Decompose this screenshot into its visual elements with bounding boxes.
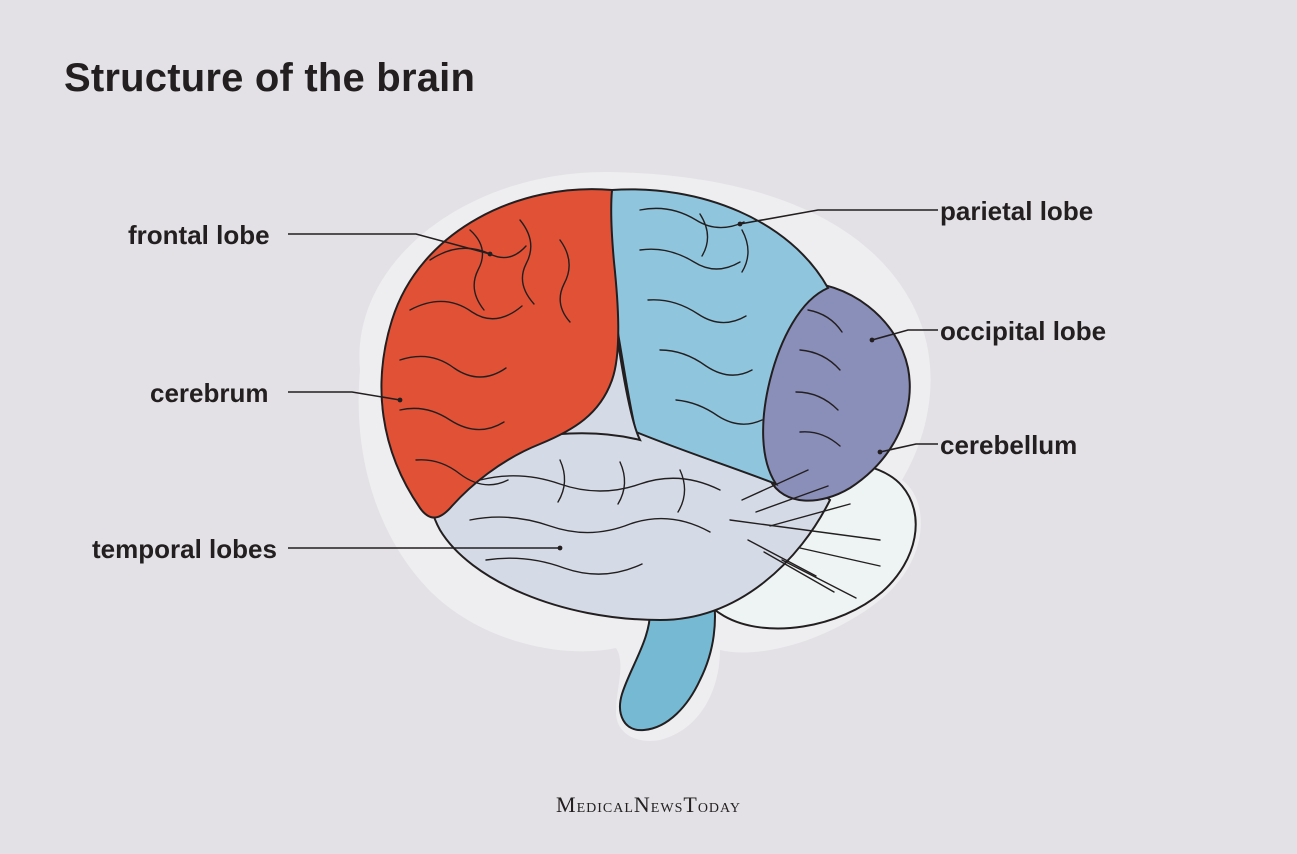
label-parietal: parietal lobe xyxy=(940,196,1093,227)
leader-dot-cerebellum xyxy=(878,450,883,455)
leader-dot-cerebrum xyxy=(398,398,403,403)
label-occipital: occipital lobe xyxy=(940,316,1106,347)
label-frontal: frontal lobe xyxy=(128,220,270,251)
label-cerebellum: cerebellum xyxy=(940,430,1077,461)
label-temporal: temporal lobes xyxy=(92,534,277,565)
leader-dot-frontal xyxy=(488,252,493,257)
label-cerebrum: cerebrum xyxy=(150,378,269,409)
leader-dot-parietal xyxy=(738,222,743,227)
brain-diagram xyxy=(0,0,1297,854)
brand-footer: MedicalNewsToday xyxy=(0,792,1297,818)
leader-dot-temporal xyxy=(558,546,563,551)
leader-dot-occipital xyxy=(870,338,875,343)
diagram-stage xyxy=(0,0,1297,854)
